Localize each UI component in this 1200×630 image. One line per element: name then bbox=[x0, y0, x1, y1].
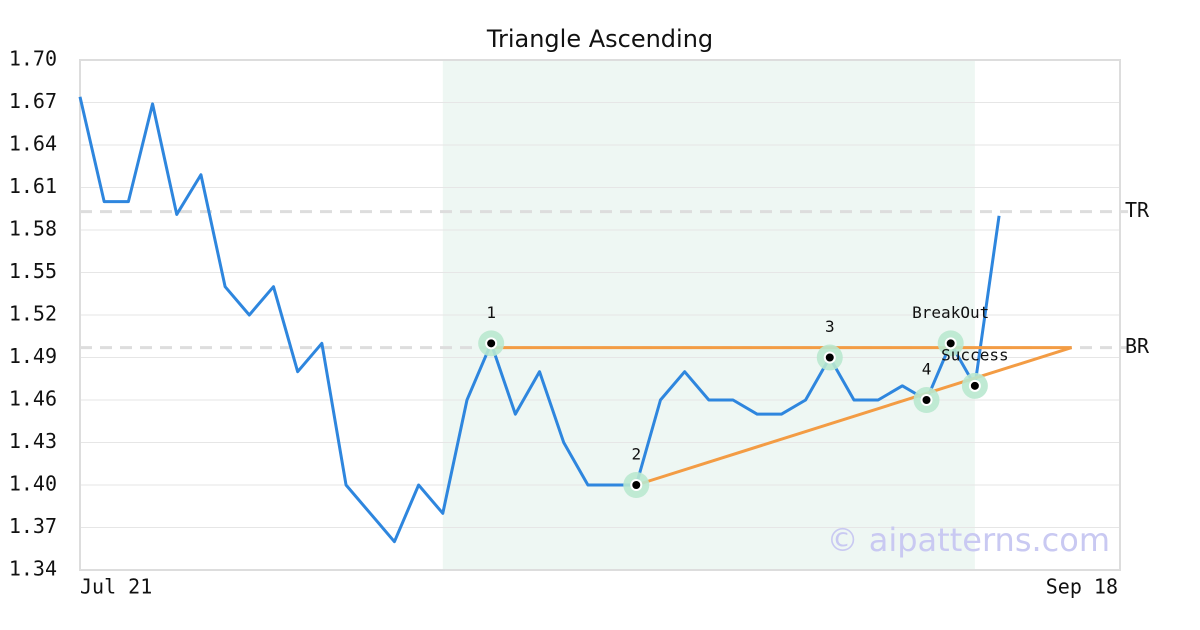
watermark: © aipatterns.com bbox=[827, 521, 1110, 559]
pattern-point-label: BreakOut bbox=[912, 303, 989, 322]
y-tick-label: 1.67 bbox=[9, 89, 57, 113]
plot-frame bbox=[79, 59, 1121, 571]
y-tick-label: 1.52 bbox=[9, 302, 57, 326]
price-line bbox=[78, 96, 1001, 544]
pattern-point bbox=[823, 351, 836, 364]
level-label: BR bbox=[1125, 334, 1150, 358]
pattern-point bbox=[920, 394, 933, 406]
pattern-point-label: 3 bbox=[825, 317, 835, 336]
y-tick-label: 1.64 bbox=[9, 132, 57, 156]
pattern-point bbox=[968, 379, 981, 392]
pattern-point-label: Success bbox=[941, 345, 1008, 364]
pattern-point bbox=[630, 479, 643, 491]
pattern-point-label: 1 bbox=[486, 303, 496, 322]
trendline bbox=[635, 346, 1073, 487]
y-tick-label: 1.49 bbox=[9, 344, 57, 368]
x-tick-label: Sep 18 bbox=[1046, 575, 1118, 599]
y-tick-label: 1.55 bbox=[9, 259, 57, 283]
chart-title: Triangle Ascending bbox=[486, 25, 713, 53]
pattern-point-label: 4 bbox=[922, 360, 932, 379]
y-tick-label: 1.46 bbox=[9, 387, 57, 411]
y-tick-label: 1.58 bbox=[9, 217, 57, 241]
pattern-point-label: 2 bbox=[631, 445, 641, 464]
x-tick-label: Jul 21 bbox=[80, 575, 152, 599]
pattern-point bbox=[944, 337, 957, 350]
y-tick-label: 1.70 bbox=[9, 47, 57, 71]
level-label: TR bbox=[1125, 198, 1150, 222]
y-tick-label: 1.37 bbox=[9, 514, 57, 538]
pattern-point bbox=[485, 337, 498, 350]
y-tick-label: 1.40 bbox=[9, 472, 57, 496]
y-tick-label: 1.61 bbox=[9, 174, 57, 198]
y-tick-label: 1.34 bbox=[9, 557, 57, 581]
y-tick-label: 1.43 bbox=[9, 429, 57, 453]
